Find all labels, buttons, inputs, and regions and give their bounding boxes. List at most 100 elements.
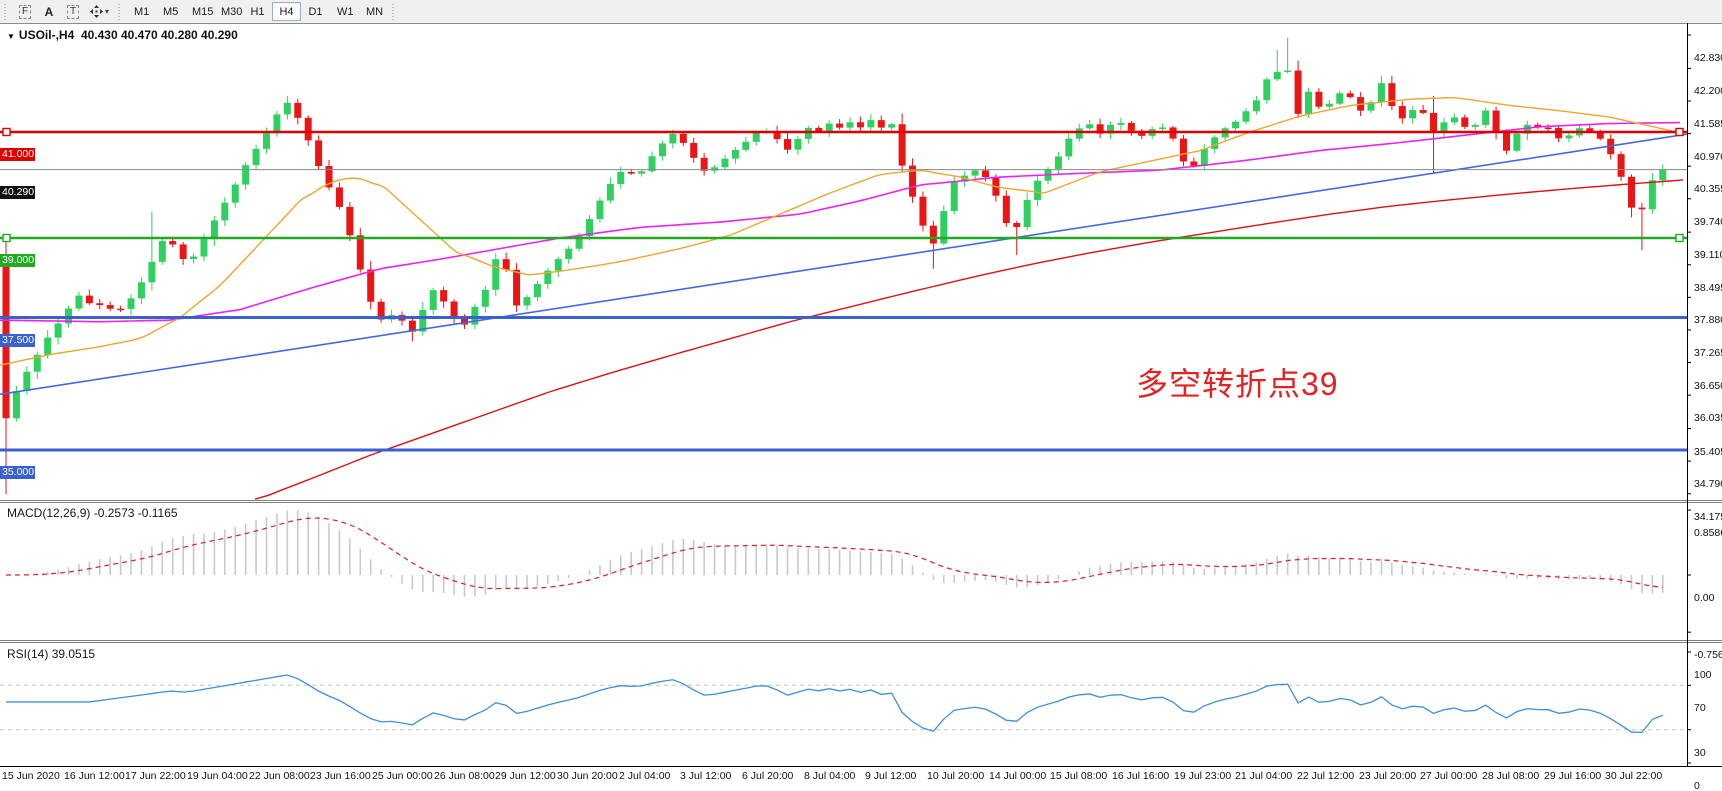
candle-body (1138, 130, 1146, 136)
candle-body (12, 390, 20, 419)
line-drag-handle[interactable] (1675, 233, 1684, 243)
candle-body (617, 171, 625, 185)
price-scale[interactable] (1687, 23, 1722, 766)
toolbar-grip[interactable] (392, 3, 398, 20)
candle-body (1544, 127, 1552, 129)
candle-body (1294, 70, 1302, 114)
candle-body (2, 264, 10, 419)
timeframe-button-h1[interactable]: H1 (243, 2, 272, 21)
candle-body (919, 196, 927, 226)
candle-body (242, 165, 250, 185)
candle-body (1086, 124, 1094, 129)
candle-body (627, 171, 635, 174)
candle-body (846, 122, 854, 128)
candle-body (596, 200, 604, 220)
candle-body (1315, 91, 1323, 107)
candle-body (1211, 137, 1219, 149)
candle-body (179, 244, 187, 259)
candle-body (669, 133, 677, 144)
candle-body (1190, 161, 1198, 166)
timeframe-button-d1[interactable]: D1 (301, 2, 330, 21)
candle-body (33, 354, 41, 372)
candle-body (1336, 93, 1344, 104)
candle-body (1054, 156, 1062, 169)
timeframe-button-mn[interactable]: MN (359, 2, 388, 21)
candle-body (304, 117, 312, 141)
candle-body (1482, 110, 1490, 125)
candle-body (909, 165, 917, 197)
candle-body (106, 305, 114, 309)
candle-body (1513, 133, 1521, 151)
candle-body (648, 156, 656, 172)
candle-body (1273, 71, 1281, 80)
candle-body (856, 122, 864, 128)
candle-body (533, 284, 541, 298)
candle-body (1534, 124, 1542, 128)
candle-body (44, 337, 52, 355)
text-tool-button[interactable]: T (62, 2, 84, 21)
candle-body (1159, 127, 1167, 130)
timeframe-button-m15[interactable]: M15 (185, 2, 214, 21)
candle-body (96, 303, 104, 306)
template-tool-button[interactable]: F (14, 2, 36, 21)
line-drag-handle[interactable] (2, 127, 11, 137)
candle-body (836, 123, 844, 128)
candle-body (523, 297, 531, 306)
candle-body (1127, 122, 1135, 131)
candle-body (888, 124, 896, 128)
line-drag-handle[interactable] (1675, 127, 1684, 137)
candle-body (658, 143, 666, 157)
candle-body (1252, 100, 1260, 112)
candle-body (471, 306, 479, 325)
candle-body (575, 236, 583, 249)
arrow-label-tool-button[interactable]: A (38, 2, 60, 21)
candle-body (690, 142, 698, 158)
cursor-tool-button[interactable]: ▾ (86, 2, 113, 21)
candle-body (127, 298, 135, 309)
candle-body (606, 184, 614, 201)
cursor-move-icon (90, 5, 103, 18)
candle-body (54, 323, 62, 338)
candle-body (554, 259, 562, 271)
ma-mid-magenta-line (0, 121, 1681, 323)
timeframe-button-h4[interactable]: H4 (272, 2, 302, 21)
chart-canvas[interactable] (0, 23, 1722, 791)
candle-body (367, 269, 375, 302)
candle-body (565, 248, 573, 260)
toolbar-grip[interactable] (4, 3, 9, 20)
candle-body (263, 133, 270, 149)
candle-body (1398, 106, 1406, 119)
candle-body (752, 132, 760, 142)
candle-body (1502, 132, 1510, 151)
candle-body (1346, 93, 1354, 98)
candle-body (148, 261, 156, 283)
timeframe-button-m30[interactable]: M30 (214, 2, 243, 21)
candle-body (231, 184, 239, 203)
candle-body (481, 289, 489, 307)
candle-body (1409, 110, 1417, 119)
candle-body (1523, 124, 1531, 134)
time-scale[interactable] (0, 766, 1722, 791)
timeframe-button-m1[interactable]: M1 (127, 2, 156, 21)
candle-body (731, 149, 739, 159)
candle-body (273, 114, 281, 134)
candle-body (1002, 195, 1010, 224)
candle-body (419, 309, 427, 332)
candle-body (252, 148, 260, 166)
candle-body (711, 167, 719, 171)
candle-body (867, 120, 875, 128)
toolbar-grip[interactable] (118, 3, 124, 20)
candle-body (1586, 128, 1594, 132)
line-drag-handle[interactable] (2, 233, 11, 243)
candle-body (356, 235, 364, 270)
timeframe-button-m5[interactable]: M5 (156, 2, 185, 21)
candle-body (638, 171, 646, 174)
candle-body (544, 270, 552, 285)
trendline[interactable] (0, 133, 1688, 396)
candle-body (158, 241, 166, 262)
timeframe-button-w1[interactable]: W1 (330, 2, 359, 21)
candle-body (815, 127, 823, 132)
rsi-line (6, 674, 1664, 734)
candle-body (460, 318, 468, 325)
candle-body (1461, 117, 1469, 127)
